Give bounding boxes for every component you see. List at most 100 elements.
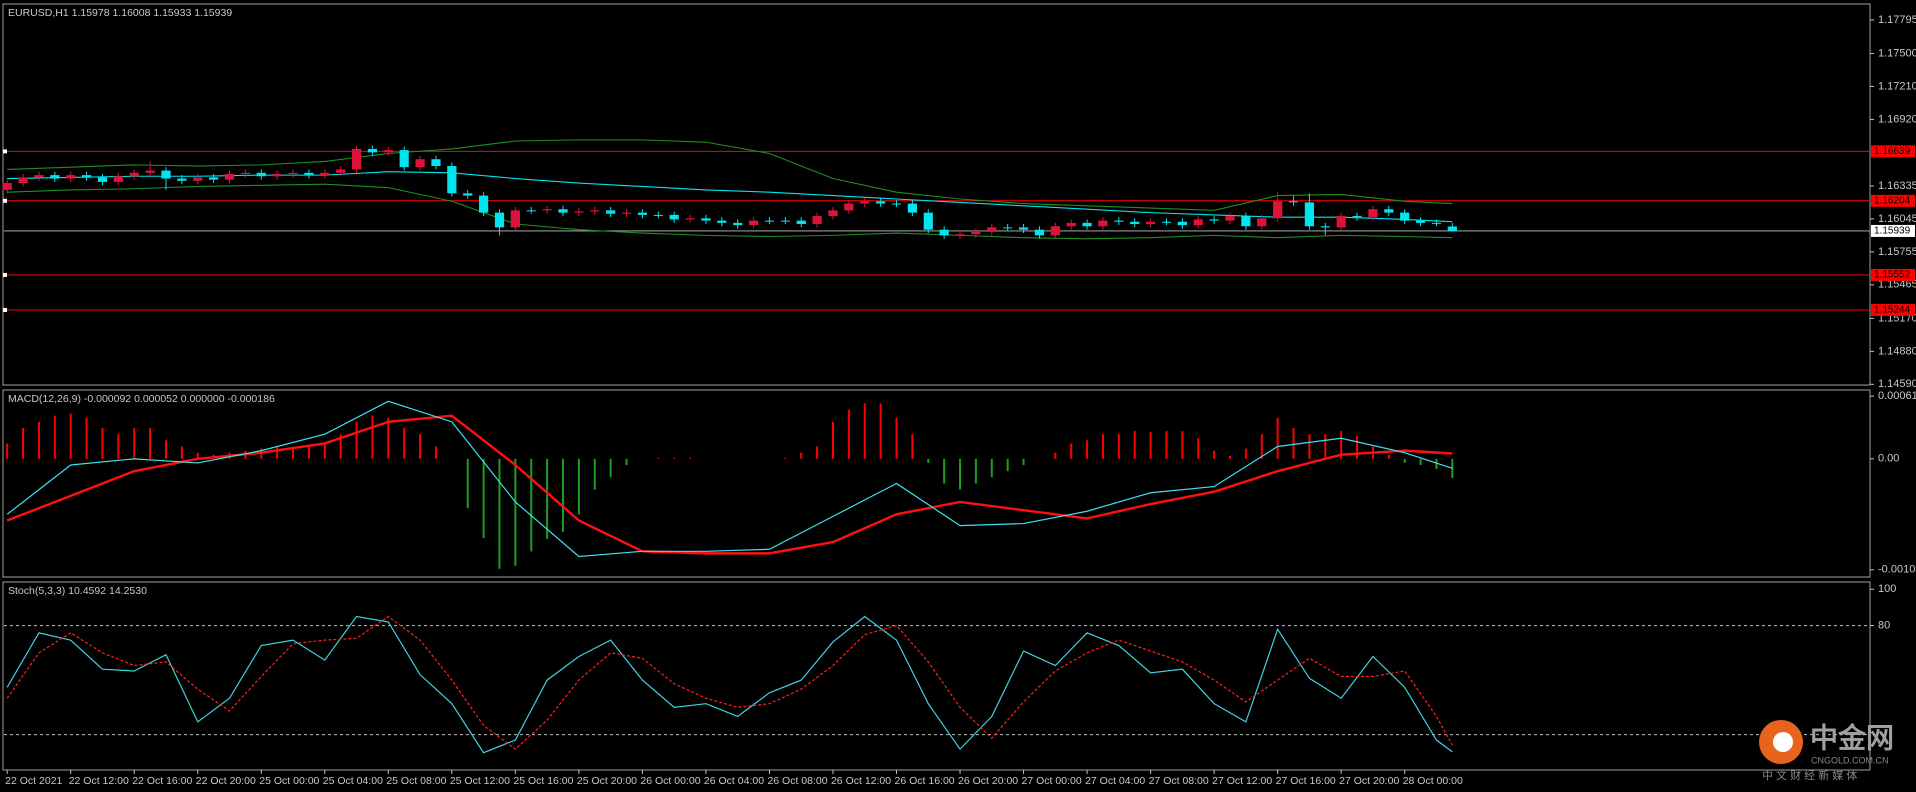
level-handle [3, 149, 7, 154]
candle-body [256, 172, 266, 177]
indicator-line [6, 414, 1453, 555]
x-tick-label: 27 Oct 08:00 [1149, 775, 1209, 787]
candle-body [1352, 216, 1362, 218]
watermark-slogan: 中 文 财 经 新 媒 体 [1762, 768, 1857, 782]
candle-body [1415, 220, 1426, 223]
candle-body [1384, 209, 1394, 213]
candle-body [828, 210, 838, 217]
candle-body [876, 201, 886, 204]
y-tick-label: 0.00061 [1878, 390, 1916, 402]
x-tick-label: 25 Oct 00:00 [259, 775, 319, 787]
candle-body [733, 222, 743, 226]
candle-body [685, 218, 695, 220]
candle-body [367, 148, 378, 153]
level-label: 1.16204 [1874, 195, 1911, 206]
last-price-label: 1.15939 [1874, 226, 1911, 237]
level-handle [3, 198, 7, 203]
candle-body [113, 176, 123, 182]
x-tick-label: 22 Oct 20:00 [196, 775, 256, 787]
x-tick-label: 26 Oct 00:00 [640, 775, 700, 787]
candle-body [653, 214, 663, 216]
candle-body [907, 203, 917, 213]
candle-body [463, 193, 473, 196]
x-tick-label: 27 Oct 20:00 [1339, 775, 1399, 787]
candle-body [193, 177, 203, 181]
candle-body [987, 227, 997, 232]
candle-body [1145, 221, 1156, 225]
candle-body [1241, 216, 1251, 227]
candle-body [1257, 218, 1267, 227]
candle-body [812, 216, 822, 225]
panel-frame [2, 3, 1871, 386]
candle-body [209, 177, 219, 180]
candle-body [891, 203, 902, 205]
candle-body [494, 212, 505, 228]
x-tick-label: 27 Oct 00:00 [1022, 775, 1082, 787]
candle-body [844, 203, 854, 211]
candle-body [1368, 209, 1378, 218]
candle-body [717, 220, 727, 223]
panel-frame [2, 389, 1871, 578]
candle-body [161, 170, 171, 179]
indicator-line [6, 615, 1453, 754]
y-tick-label: 1.16920 [1878, 113, 1916, 125]
candle-body [1018, 227, 1029, 230]
candle-body [780, 220, 790, 222]
level-label-box [1871, 145, 1915, 158]
candle-body [1161, 221, 1172, 223]
candle-body [669, 214, 679, 220]
x-tick-label: 26 Oct 08:00 [767, 775, 827, 787]
candle-body [1098, 220, 1108, 227]
x-tick-label: 22 Oct 16:00 [132, 775, 192, 787]
candle-body [542, 209, 552, 211]
candle-body [1304, 202, 1315, 227]
y-tick-label: 1.15465 [1878, 279, 1916, 291]
candle-body [1447, 226, 1457, 231]
logo-inner [1773, 732, 1793, 752]
candle-body [971, 231, 981, 235]
panel: 100 80 22 Oct 2021 22 Oct 12:00 22 Oct 16:00… [2, 581, 1896, 787]
y-tick-label: 1.15755 [1878, 246, 1916, 258]
candle-body [1336, 216, 1346, 228]
indicator-line [7, 171, 1453, 223]
y-tick-label: 1.16045 [1878, 213, 1916, 225]
candle-body [1114, 220, 1124, 222]
candle-body [129, 172, 139, 177]
x-tick-label: 27 Oct 16:00 [1276, 775, 1336, 787]
candle-body [1209, 219, 1219, 221]
candle-body [1050, 226, 1060, 236]
y-tick-label: 1.14590 [1878, 378, 1916, 390]
candle-body [431, 159, 441, 167]
watermark-site: CNGOLD.COM.CN [1811, 755, 1889, 765]
candle-body [1193, 219, 1203, 226]
indicator-line [6, 615, 1453, 750]
x-tick-label: 25 Oct 08:00 [386, 775, 446, 787]
indicator-line [6, 400, 1453, 558]
candle-body [81, 175, 92, 178]
y-tick-label: 1.16335 [1878, 180, 1916, 192]
x-tick-label: 27 Oct 04:00 [1085, 775, 1145, 787]
candle-body [590, 210, 600, 212]
candle-body [860, 201, 870, 204]
level-label: 1.15552 [1874, 270, 1911, 281]
panel-title: MACD(12,26,9) -0.000092 0.000052 0.00000… [8, 393, 275, 405]
x-tick-label: 25 Oct 04:00 [323, 775, 383, 787]
x-tick-label: 25 Oct 16:00 [513, 775, 573, 787]
y-tick-label: 0.00 [1878, 453, 1899, 465]
candle-body [1431, 222, 1442, 224]
x-tick-label: 26 Oct 16:00 [895, 775, 955, 787]
x-tick-label: 22 Oct 2021 [5, 775, 62, 787]
candle-body [304, 172, 314, 176]
y-tick-label: 100 [1878, 583, 1896, 595]
candle-body [34, 175, 44, 178]
last-price-box [1871, 224, 1915, 237]
level-label: 1.16639 [1874, 146, 1911, 157]
x-tick-label: 26 Oct 12:00 [831, 775, 891, 787]
candle-body [224, 173, 235, 180]
candle-body [558, 209, 568, 213]
candle-body [574, 211, 584, 213]
panel-title: EURUSD,H1 1.15978 1.16008 1.15933 1.1593… [8, 7, 232, 19]
level-handle [3, 272, 7, 277]
watermark-name: 中金网 [1810, 721, 1894, 753]
